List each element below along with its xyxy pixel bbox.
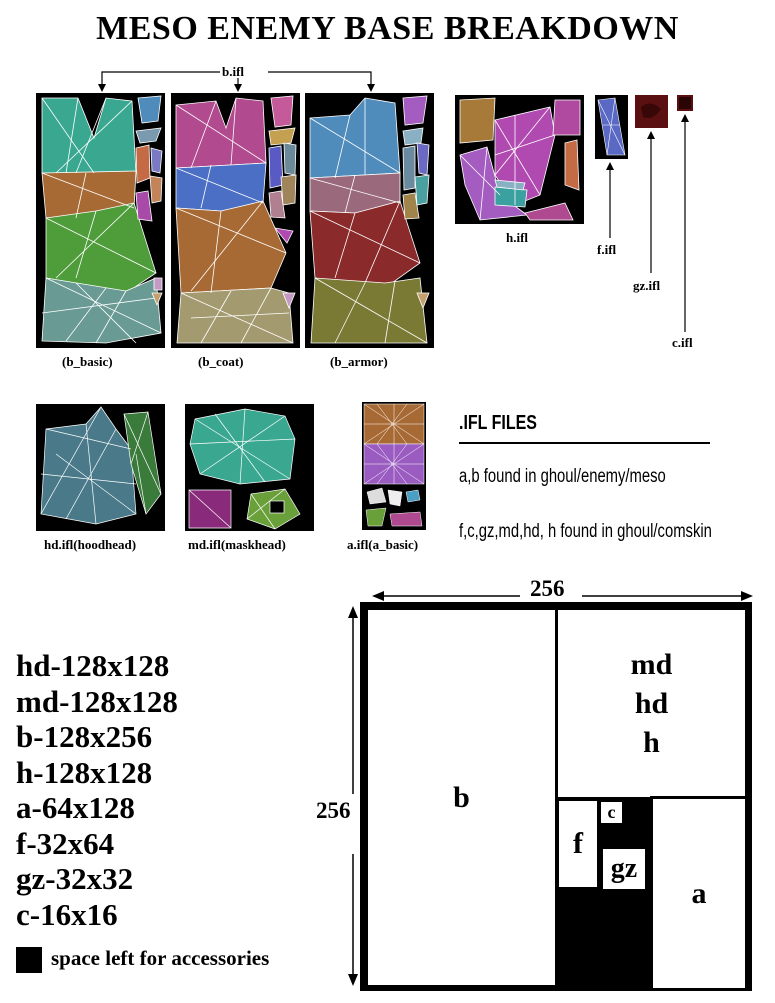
cell-b: b <box>365 607 558 988</box>
size-gz: gz-32x32 <box>16 861 134 896</box>
size-b: b-128x256 <box>16 719 153 754</box>
size-hd: hd-128x128 <box>16 648 170 683</box>
cell-a-label: a <box>691 876 707 910</box>
cell-h-label: h <box>643 726 660 759</box>
size-h: h-128x128 <box>16 754 153 790</box>
gz-texture <box>635 95 668 128</box>
caption-b-armor: (b_armor) <box>330 354 388 369</box>
f-texture <box>595 95 628 159</box>
hd-texture <box>36 404 165 531</box>
b-basic-texture <box>36 93 165 348</box>
b-ifl-bracket <box>98 71 375 92</box>
c-ifl-arrow <box>681 114 689 332</box>
caption-a: a.ifl(a_basic) <box>347 537 419 552</box>
ifl-line-1: a,b found in ghoul/enemy/meso <box>459 466 666 487</box>
caption-b-coat: (b_coat) <box>198 354 244 369</box>
size-c: c-16x16 <box>16 896 118 932</box>
ifl-heading-rule <box>459 442 710 444</box>
ifl-files-heading: .IFL FILES <box>459 412 537 434</box>
page-title: MESO ENEMY BASE BREAKDOWN <box>96 10 679 47</box>
size-md: md-128x128 <box>16 683 178 719</box>
gz-ifl-arrow <box>647 131 655 273</box>
cell-a: a <box>650 796 748 991</box>
h-texture <box>455 95 584 224</box>
cell-hd-label: hd <box>634 687 669 720</box>
cell-f: f <box>556 798 600 890</box>
h-ifl-label: h.ifl <box>506 230 529 245</box>
a-texture <box>362 402 426 530</box>
cell-gz-label: gz <box>610 853 638 884</box>
b-armor-texture <box>305 93 434 348</box>
height-label: 256 <box>316 798 351 823</box>
cell-b-label: b <box>453 780 470 814</box>
cell-f-label: f <box>573 827 583 860</box>
texture-layout-diagram: b md hd h f c gz a <box>360 602 752 991</box>
size-list: hd-128x128 md-128x128 b-128x256 h-128x12… <box>16 648 178 932</box>
c-ifl-label: c.ifl <box>672 335 693 350</box>
cell-c: c <box>598 799 625 826</box>
legend-text: space left for accessories <box>51 946 270 970</box>
cell-gz: gz <box>600 846 648 892</box>
legend-swatch <box>16 947 42 973</box>
cell-md-label: md <box>630 648 673 681</box>
width-label: 256 <box>530 576 565 601</box>
f-ifl-label: f.ifl <box>597 242 617 257</box>
size-a: a-64x128 <box>16 790 135 825</box>
cell-md-hd-h: md hd h <box>555 607 748 800</box>
ifl-line-2: f,c,gz,md,hd, h found in ghoul/comskin <box>459 521 712 542</box>
cell-c-label: c <box>607 802 616 822</box>
width-dimension-arrow <box>372 591 753 601</box>
caption-b-basic: (b_basic) <box>62 354 113 369</box>
md-texture <box>185 404 314 531</box>
size-f: f-32x64 <box>16 825 115 861</box>
caption-hd: hd.ifl(hoodhead) <box>44 537 137 552</box>
caption-md: md.ifl(maskhead) <box>188 537 286 552</box>
b-ifl-label: b.ifl <box>222 64 245 79</box>
f-ifl-arrow <box>606 162 614 238</box>
height-dimension-arrow <box>348 606 358 986</box>
b-coat-texture <box>171 93 300 348</box>
c-texture <box>677 95 693 111</box>
gz-ifl-label: gz.ifl <box>633 278 661 293</box>
